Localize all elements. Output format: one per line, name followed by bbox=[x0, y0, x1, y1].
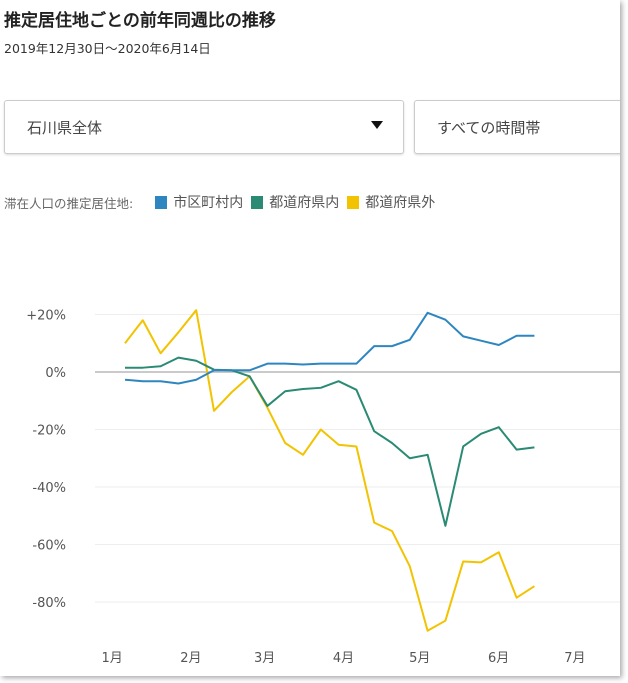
y-tick-label: -60% bbox=[32, 539, 66, 554]
legend-text: 都道府県内 bbox=[269, 195, 340, 211]
x-tick-label: 3月 bbox=[254, 651, 275, 666]
x-tick-label: 7月 bbox=[564, 651, 585, 666]
y-tick-label: 0% bbox=[45, 366, 66, 381]
legend-item: 都道府県外 bbox=[347, 192, 435, 212]
legend-item: 都道府県内 bbox=[251, 192, 339, 212]
chevron-down-icon bbox=[371, 121, 383, 129]
line-chart: +20% 0% -20% -40% -60% -80% 1月 2月 3月 4月 5月 6月 7月 bbox=[26, 309, 620, 666]
area-select[interactable]: 石川県全体 bbox=[4, 100, 404, 154]
page-title: 推定居住地ごとの前年同週比の推移 bbox=[4, 11, 276, 31]
legend-swatch bbox=[347, 195, 360, 209]
area-select-value: 石川県全体 bbox=[27, 119, 103, 137]
y-tick-label: -20% bbox=[32, 424, 66, 439]
legend-label: 滞在人口の推定居住地: bbox=[4, 195, 134, 211]
y-tick-label: -40% bbox=[32, 481, 66, 496]
legend-item: 市区町村内 bbox=[155, 192, 243, 212]
x-tick-label: 1月 bbox=[101, 651, 122, 666]
x-tick-label: 2月 bbox=[180, 651, 201, 666]
x-tick-label: 5月 bbox=[409, 651, 430, 666]
x-tick-label: 4月 bbox=[333, 651, 354, 666]
legend-text: 都道府県外 bbox=[365, 195, 436, 211]
time-select-value: すべての時間帯 bbox=[437, 119, 541, 137]
legend-text: 市区町村内 bbox=[173, 195, 244, 211]
date-range: 2019年12月30日～2020年6月14日 bbox=[4, 41, 211, 56]
time-select[interactable]: すべての時間帯 bbox=[414, 100, 620, 154]
y-tick-label: -80% bbox=[32, 596, 66, 611]
series-line-都道府県内 bbox=[125, 356, 535, 527]
legend-swatch bbox=[155, 195, 168, 209]
series-line-市区町村内 bbox=[124, 311, 535, 385]
x-tick-label: 6月 bbox=[488, 651, 509, 666]
series-line-都道府県外 bbox=[124, 309, 535, 632]
legend: 滞在人口の推定居住地: 市区町村内 都道府県内 都道府県外 bbox=[4, 192, 443, 212]
chart-panel: 推定居住地ごとの前年同週比の推移 2019年12月30日～2020年6月14日 … bbox=[4, 11, 620, 666]
y-tick-label: +20% bbox=[26, 309, 66, 324]
legend-swatch bbox=[251, 195, 264, 209]
